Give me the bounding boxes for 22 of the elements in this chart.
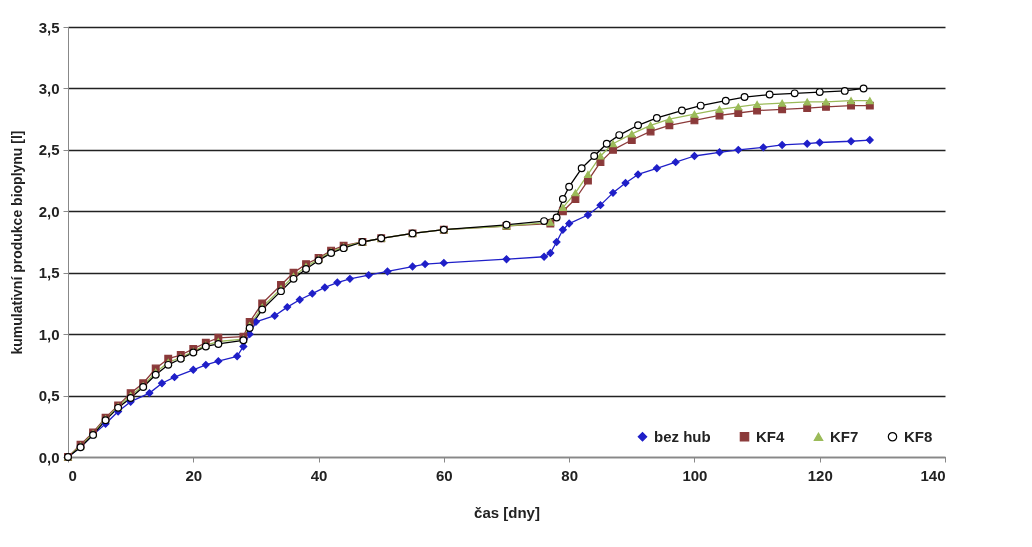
x-tick-label: 80 bbox=[561, 466, 578, 484]
x-tick-label: 100 bbox=[682, 466, 708, 484]
x-tick-label: 60 bbox=[436, 466, 453, 484]
y-tick-label: 3,5 bbox=[38, 18, 60, 36]
x-tick-label: 140 bbox=[920, 466, 946, 484]
x-tick-label: 20 bbox=[185, 466, 203, 484]
y-tick-label: 1,0 bbox=[38, 325, 60, 343]
legend-label: KF8 bbox=[904, 427, 933, 445]
x-tick-label: 120 bbox=[807, 466, 833, 484]
legend-label: KF4 bbox=[756, 427, 785, 445]
x-tick-label: 0 bbox=[68, 466, 77, 484]
x-tick-label: 40 bbox=[310, 466, 328, 484]
x-axis-title: čas [dny] bbox=[474, 503, 540, 521]
y-tick-label: 3,0 bbox=[38, 79, 60, 97]
legend-label: KF7 bbox=[830, 427, 859, 445]
y-tick-label: 1,5 bbox=[38, 264, 60, 282]
y-tick-label: 0,0 bbox=[38, 448, 60, 466]
legend-label: bez hub bbox=[654, 427, 711, 445]
y-axis-title: kumulativní produkce bioplynu [l] bbox=[8, 130, 25, 355]
y-tick-label: 2,5 bbox=[38, 141, 60, 159]
y-tick-label: 2,0 bbox=[38, 202, 60, 220]
y-tick-label: 0,5 bbox=[38, 387, 60, 405]
